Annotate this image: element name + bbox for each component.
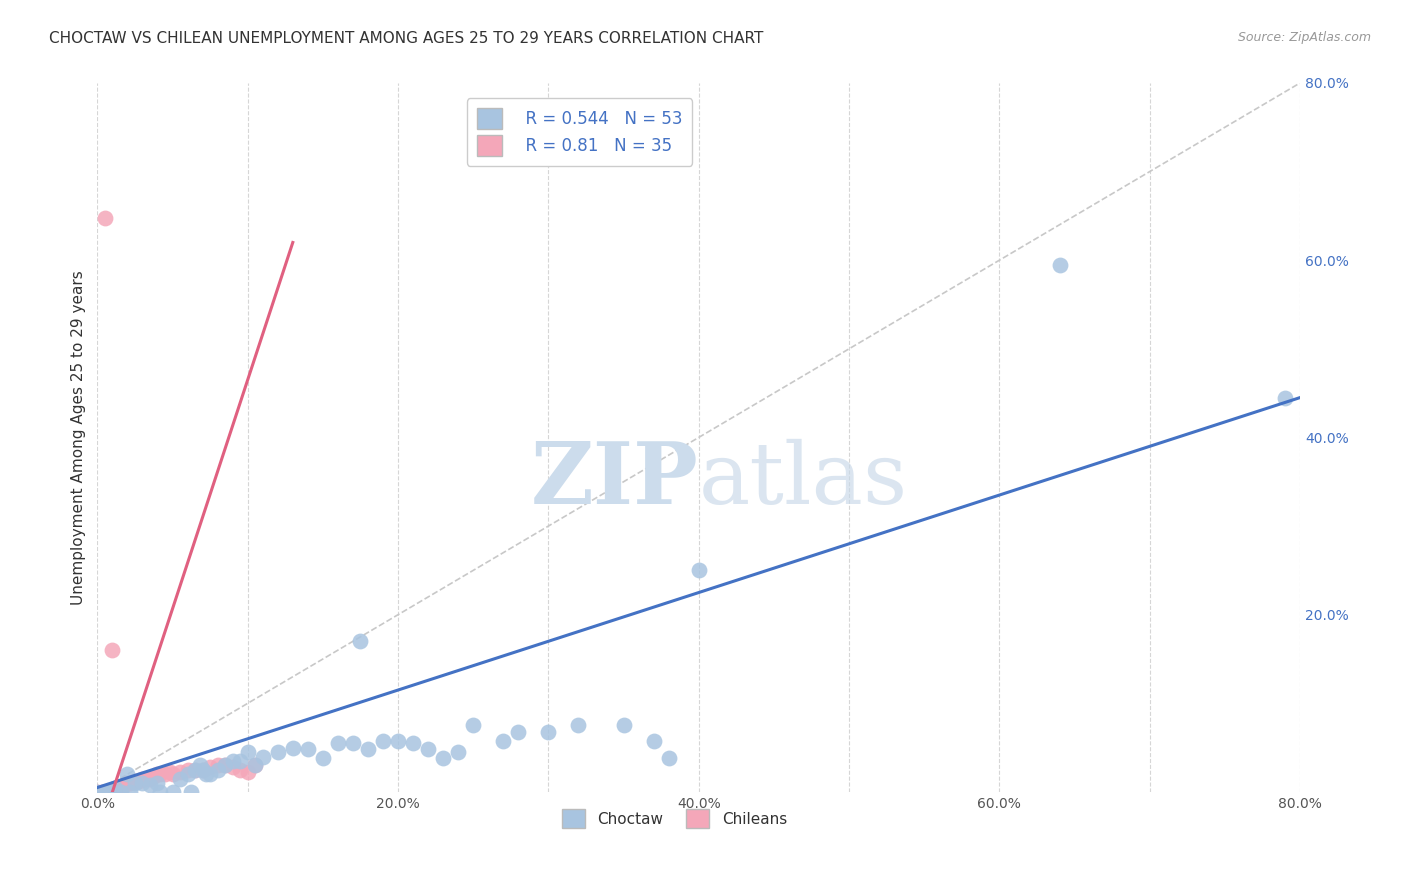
Point [387,733,409,747]
Point [131,772,153,786]
Point [184,763,207,777]
Point [149,767,172,781]
Point [229,763,252,777]
Point [120,776,142,790]
Point [176,763,198,777]
Point [537,724,560,739]
Legend: Choctaw, Chileans: Choctaw, Chileans [557,803,793,834]
Point [194,767,217,781]
Point [229,754,252,768]
Point [1274,391,1296,405]
Point [97,785,120,799]
Point [153,767,176,781]
Point [312,751,335,765]
Point [124,776,146,790]
Point [184,763,207,777]
Text: CHOCTAW VS CHILEAN UNEMPLOYMENT AMONG AGES 25 TO 29 YEARS CORRELATION CHART: CHOCTAW VS CHILEAN UNEMPLOYMENT AMONG AG… [49,31,763,46]
Point [86,785,108,799]
Point [658,751,681,765]
Point [169,765,191,780]
Point [198,767,221,781]
Point [416,742,439,756]
Point [139,778,162,792]
Point [508,724,530,739]
Point [180,785,202,799]
Point [93,785,115,799]
Point [120,785,142,799]
Point [159,765,181,780]
Text: Source: ZipAtlas.com: Source: ZipAtlas.com [1237,31,1371,45]
Point [169,772,191,786]
Point [188,758,211,772]
Point [162,785,184,799]
Point [104,780,127,795]
Point [176,767,198,781]
Point [643,733,665,747]
Point [281,740,304,755]
Y-axis label: Unemployment Among Ages 25 to 29 years: Unemployment Among Ages 25 to 29 years [72,270,86,605]
Point [112,778,135,792]
Point [214,758,236,772]
Point [236,745,259,759]
Point [1049,258,1071,272]
Point [101,785,124,799]
Point [134,772,156,786]
Point [101,643,124,657]
Point [139,772,162,786]
Point [236,765,259,780]
Point [342,736,364,750]
Point [492,733,515,747]
Point [191,763,214,777]
Point [612,718,634,732]
Point [447,745,470,759]
Point [128,774,150,789]
Point [86,785,108,799]
Point [688,563,710,577]
Point [162,767,184,781]
Point [198,760,221,774]
Text: atlas: atlas [699,438,908,522]
Point [326,736,349,750]
Point [94,211,117,225]
Point [214,758,236,772]
Point [143,769,166,783]
Point [349,634,371,648]
Point [149,785,172,799]
Point [297,742,319,756]
Point [245,758,267,772]
Text: ZIP: ZIP [531,438,699,522]
Point [245,758,267,772]
Point [567,718,589,732]
Point [131,776,153,790]
Point [117,776,139,790]
Point [357,742,380,756]
Point [124,774,146,789]
Point [117,767,139,781]
Point [432,751,454,765]
Point [463,718,485,732]
Point [146,776,169,790]
Point [191,763,214,777]
Point [108,780,131,795]
Point [252,749,274,764]
Point [110,785,132,799]
Point [146,767,169,781]
Point [402,736,425,750]
Point [104,780,127,795]
Point [371,733,394,747]
Point [207,758,229,772]
Point [94,785,117,799]
Point [207,763,229,777]
Point [221,754,243,768]
Point [221,760,243,774]
Point [267,745,290,759]
Point [90,785,112,799]
Point [100,785,122,799]
Point [98,785,121,799]
